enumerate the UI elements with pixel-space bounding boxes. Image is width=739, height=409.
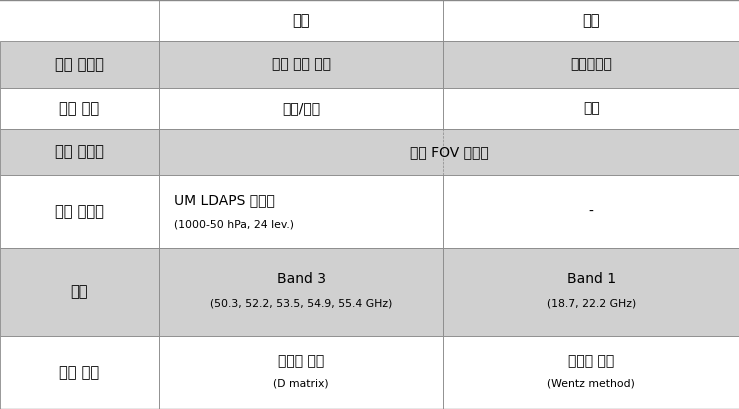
- Text: (50.3, 52.2, 53.5, 54.9, 55.4 GHz): (50.3, 52.2, 53.5, 54.9, 55.4 GHz): [210, 299, 392, 308]
- Text: 센서 FOV 사이즈: 센서 FOV 사이즈: [409, 145, 488, 159]
- Bar: [159, 129, 739, 175]
- Text: (Wentz method): (Wentz method): [548, 378, 635, 389]
- Text: 수평 해상도: 수평 해상도: [55, 144, 104, 160]
- Text: (18.7, 22.2 GHz): (18.7, 22.2 GHz): [547, 299, 636, 308]
- Bar: [0, 41, 159, 88]
- Text: -: -: [589, 204, 593, 218]
- Text: Band 3: Band 3: [276, 272, 326, 286]
- Text: 산출 영역: 산출 영역: [59, 101, 100, 116]
- Bar: [159, 175, 443, 248]
- Bar: [0, 336, 159, 409]
- Bar: [443, 88, 739, 129]
- Bar: [0, 88, 159, 129]
- Text: 통계적 방법: 통계적 방법: [568, 355, 614, 369]
- Bar: [0, 129, 159, 175]
- Text: (D matrix): (D matrix): [273, 378, 329, 389]
- Text: 해양: 해양: [583, 101, 599, 115]
- Text: UM LDAPS 기압면: UM LDAPS 기압면: [174, 193, 275, 207]
- Bar: [443, 0, 739, 41]
- Text: 송수증기량: 송수증기량: [571, 57, 612, 72]
- Text: 연직 해상도: 연직 해상도: [55, 204, 104, 219]
- Text: 온도: 온도: [293, 13, 310, 28]
- Text: 산출 방법: 산출 방법: [59, 365, 100, 380]
- Text: 상세 변수명: 상세 변수명: [55, 57, 104, 72]
- Bar: [159, 248, 443, 336]
- Text: (1000-50 hPa, 24 lev.): (1000-50 hPa, 24 lev.): [174, 220, 293, 230]
- Bar: [159, 88, 443, 129]
- Text: Band 1: Band 1: [567, 272, 616, 286]
- Text: 기온 연직 분포: 기온 연직 분포: [272, 57, 330, 72]
- Bar: [0, 0, 159, 41]
- Bar: [0, 175, 159, 248]
- Bar: [443, 336, 739, 409]
- Text: 통계적 방법: 통계적 방법: [278, 355, 324, 369]
- Text: 육지/해양: 육지/해양: [282, 101, 320, 115]
- Bar: [0, 248, 159, 336]
- Bar: [443, 175, 739, 248]
- Bar: [159, 336, 443, 409]
- Text: 채널: 채널: [71, 285, 88, 299]
- Bar: [443, 41, 739, 88]
- Bar: [159, 41, 443, 88]
- Bar: [159, 0, 443, 41]
- Bar: [443, 248, 739, 336]
- Text: 습도: 습도: [582, 13, 600, 28]
